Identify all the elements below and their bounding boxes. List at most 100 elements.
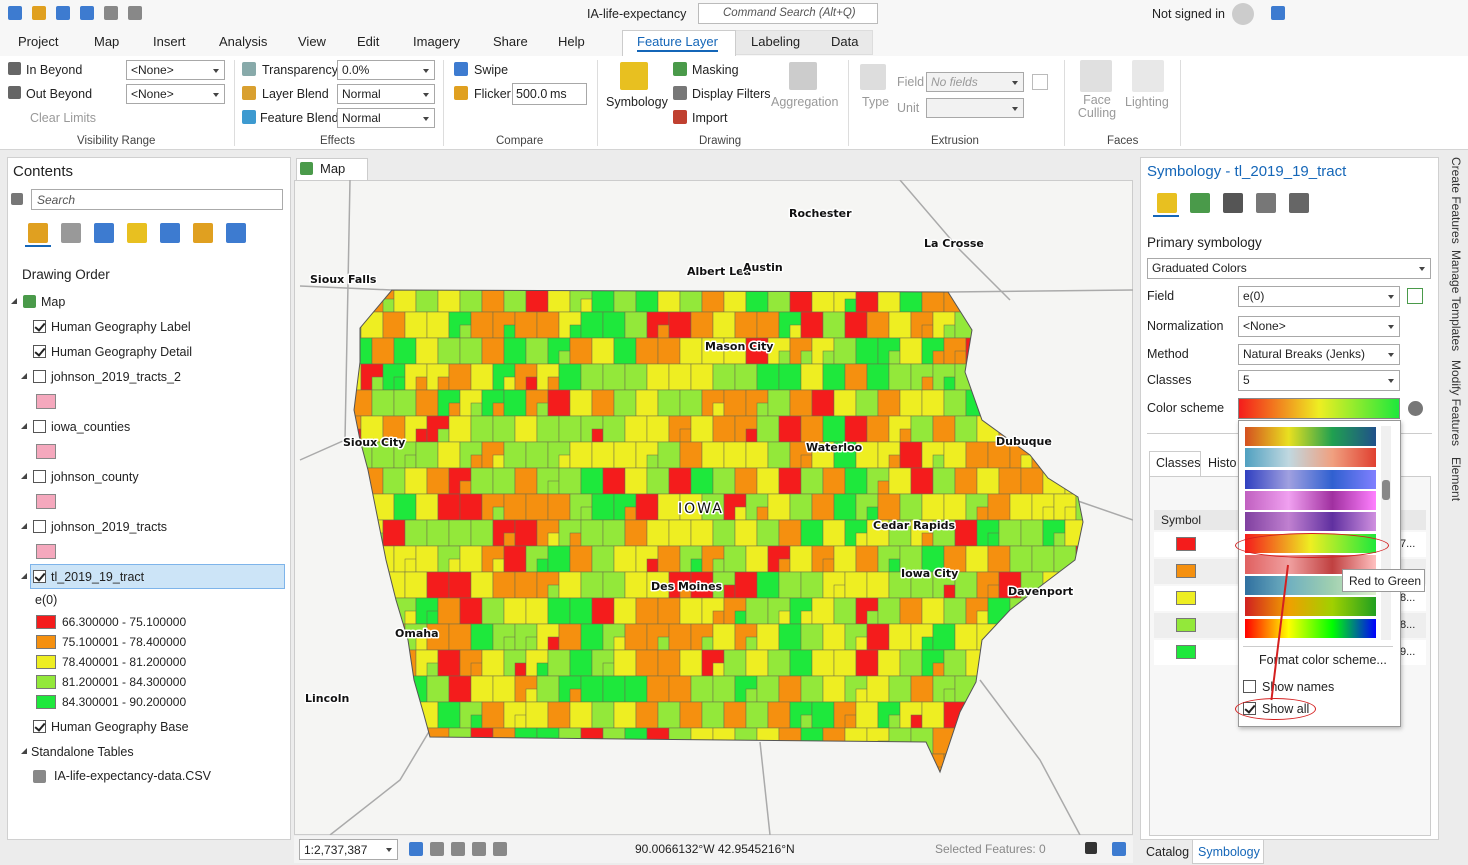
tree-item[interactable]: Map xyxy=(41,295,66,309)
ribbon-tab[interactable]: Project xyxy=(18,34,59,49)
side-tab[interactable]: Create Features xyxy=(1449,157,1463,244)
scale-box[interactable]: 1:2,737,387 xyxy=(299,839,398,860)
type-icon xyxy=(860,64,886,90)
tab-label[interactable]: Classes xyxy=(1156,456,1201,470)
tract xyxy=(921,376,934,391)
dropdown[interactable]: 0.0% xyxy=(337,60,435,80)
tree-item[interactable]: Human Geography Detail xyxy=(51,345,193,359)
class-swatch[interactable] xyxy=(1176,645,1196,659)
group-separator xyxy=(234,60,235,146)
checkbox[interactable] xyxy=(33,370,46,383)
checkbox[interactable] xyxy=(33,520,46,533)
tab-label[interactable]: Histo xyxy=(1208,456,1237,470)
class-swatch[interactable] xyxy=(1176,564,1196,578)
tree-item[interactable]: Standalone Tables xyxy=(31,745,134,759)
symbology-tab-icon xyxy=(1223,193,1243,213)
color-ramp[interactable] xyxy=(1245,427,1376,446)
ribbon-button[interactable]: Face Culling xyxy=(1077,93,1117,120)
ribbon-button[interactable]: Swipe xyxy=(474,63,509,77)
dropdown[interactable]: Normal xyxy=(337,108,435,128)
class-swatch[interactable] xyxy=(1176,618,1196,632)
ribbon-button[interactable]: Out Beyond xyxy=(26,87,93,101)
ribbon-tab[interactable]: View xyxy=(298,34,326,49)
ribbon-tab[interactable]: Help xyxy=(558,34,585,49)
ribbon-tab[interactable]: Feature Layer xyxy=(637,34,718,52)
dropdown[interactable]: Normal xyxy=(337,84,435,104)
side-tab[interactable]: Element xyxy=(1449,457,1463,502)
checkbox[interactable] xyxy=(33,420,46,433)
map-tab-label[interactable]: Map xyxy=(320,161,346,176)
checkbox[interactable] xyxy=(33,720,46,733)
ribbon-tab[interactable]: Share xyxy=(493,34,528,49)
dropdown[interactable]: <None> xyxy=(126,60,225,80)
dropdown[interactable]: No fields xyxy=(926,72,1024,92)
checkbox[interactable] xyxy=(33,470,46,483)
ribbon-button[interactable]: Feature Blend xyxy=(260,111,339,125)
class-value: 7... xyxy=(1400,538,1416,550)
color-ramp[interactable] xyxy=(1245,490,1376,510)
ribbon-tab[interactable]: Data xyxy=(831,34,859,49)
ribbon-button[interactable]: Layer Blend xyxy=(262,87,329,101)
dropdown[interactable] xyxy=(1238,398,1400,419)
ribbon-button[interactable]: Aggregation xyxy=(771,95,839,109)
tree-item[interactable]: johnson_2019_tracts xyxy=(51,520,168,534)
dropdown[interactable]: 5 xyxy=(1238,370,1400,391)
color-ramp[interactable] xyxy=(1245,512,1376,532)
ribbon-button[interactable]: Type xyxy=(862,95,890,109)
ribbon-tab[interactable]: Imagery xyxy=(413,34,460,49)
tree-item[interactable]: Human Geography Base xyxy=(51,720,189,734)
ribbon-button[interactable]: Symbology xyxy=(606,95,668,109)
dropdown[interactable]: Graduated Colors xyxy=(1147,258,1431,279)
ribbon-tab[interactable]: Edit xyxy=(357,34,380,49)
ribbon-button[interactable]: Import xyxy=(692,111,728,125)
tract xyxy=(1075,649,1083,677)
ribbon-button[interactable]: In Beyond xyxy=(26,63,83,77)
filter-icon xyxy=(673,86,687,100)
bottom-tab[interactable]: Catalog xyxy=(1146,845,1190,859)
tree-item[interactable]: Human Geography Label xyxy=(51,320,191,334)
ribbon-button[interactable]: Display Filters xyxy=(692,87,771,101)
ribbon-tab[interactable]: Analysis xyxy=(219,34,268,49)
ribbon-button[interactable]: Masking xyxy=(692,63,739,77)
selected-features: Selected Features: 0 xyxy=(935,842,1046,856)
bottom-tab[interactable]: Symbology xyxy=(1198,845,1260,859)
menu-item[interactable]: Show names xyxy=(1262,680,1335,694)
tree-item[interactable]: tl_2019_19_tract xyxy=(51,570,145,584)
tract xyxy=(448,623,472,651)
ribbon-tab[interactable]: Labeling xyxy=(751,34,801,49)
tract xyxy=(448,675,472,703)
tree-item[interactable]: johnson_county xyxy=(51,470,139,484)
ribbon-button[interactable]: Flicker xyxy=(474,87,511,101)
ribbon-button[interactable]: Transparency xyxy=(262,63,338,77)
tract xyxy=(448,363,472,391)
ribbon-button[interactable]: Lighting xyxy=(1125,95,1169,109)
dropdown[interactable] xyxy=(926,98,1024,118)
dropdown[interactable]: <None> xyxy=(1238,316,1400,337)
search-box[interactable]: Search xyxy=(31,189,283,210)
side-tab[interactable]: Manage Templates xyxy=(1449,250,1463,352)
class-swatch[interactable] xyxy=(1176,537,1196,551)
ribbon-tab[interactable]: Insert xyxy=(153,34,186,49)
checkbox[interactable] xyxy=(33,345,46,358)
checkbox[interactable] xyxy=(33,320,46,333)
command-search[interactable]: Command Search (Alt+Q) xyxy=(698,3,878,24)
class-swatch[interactable] xyxy=(1176,591,1196,605)
color-ramp[interactable] xyxy=(1245,448,1376,468)
checkbox[interactable] xyxy=(33,570,46,583)
color-ramp[interactable] xyxy=(1245,597,1376,617)
tree-item[interactable]: IA-life-expectancy-data.CSV xyxy=(54,769,212,783)
side-tab[interactable]: Modify Features xyxy=(1449,360,1463,447)
ribbon-tab[interactable]: Map xyxy=(94,34,120,49)
menu-item[interactable]: Format color scheme... xyxy=(1259,653,1387,667)
dropdown[interactable]: Natural Breaks (Jenks) xyxy=(1238,344,1400,365)
checkbox[interactable] xyxy=(1243,680,1256,693)
dropdown[interactable]: <None> xyxy=(126,84,225,104)
tract xyxy=(668,311,692,339)
dropdown[interactable]: e(0) xyxy=(1238,286,1400,307)
color-ramp[interactable] xyxy=(1245,618,1376,638)
tree-item[interactable]: iowa_counties xyxy=(51,420,131,434)
ribbon-button[interactable]: Clear Limits xyxy=(30,111,96,125)
tree-item[interactable]: johnson_2019_tracts_2 xyxy=(51,370,181,384)
color-ramp[interactable] xyxy=(1245,469,1376,489)
